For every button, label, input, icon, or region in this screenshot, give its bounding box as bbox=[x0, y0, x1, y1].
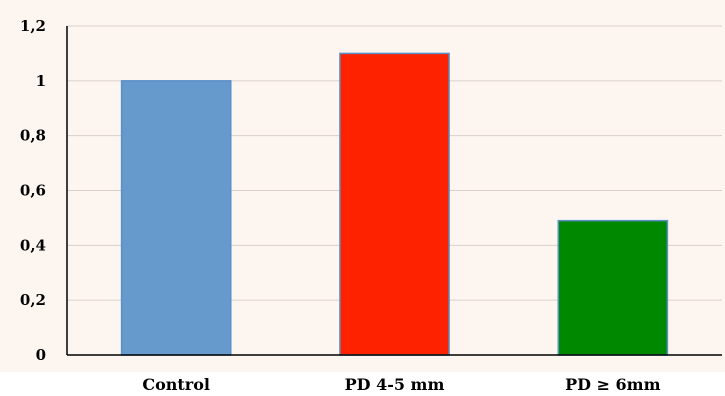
y-tick-label: 1,2 bbox=[20, 17, 46, 35]
y-tick-label: 0,4 bbox=[20, 236, 46, 254]
y-tick-labels: 0 0,2 0,4 0,6 0,8 1 1,2 bbox=[20, 17, 46, 364]
y-tick-label: 0,2 bbox=[20, 291, 46, 309]
bar-1 bbox=[120, 80, 232, 356]
x-category-label: PD 4-5 mm bbox=[345, 375, 445, 394]
bar-2 bbox=[339, 52, 450, 356]
y-tick-label: 1 bbox=[36, 72, 46, 90]
x-category-labels: Control PD 4-5 mm PD ≥ 6mm bbox=[142, 375, 660, 394]
bars bbox=[120, 52, 669, 356]
x-category-label: PD ≥ 6mm bbox=[565, 375, 661, 394]
x-category-label: Control bbox=[142, 375, 210, 394]
bar-3 bbox=[557, 219, 669, 356]
y-tick-label: 0,6 bbox=[20, 182, 46, 200]
y-tick-label: 0,8 bbox=[20, 127, 46, 145]
y-tick-label: 0 bbox=[36, 346, 46, 364]
